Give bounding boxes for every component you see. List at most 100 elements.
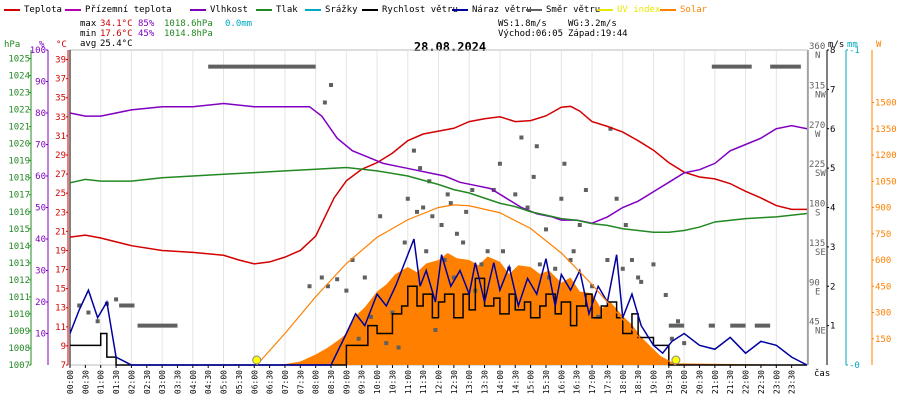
tick-label-time: 03:00 — [158, 370, 167, 394]
wind-direction-point — [307, 284, 312, 289]
tick-label-pct: 10 — [35, 330, 46, 340]
wind-direction-point — [445, 192, 450, 197]
stat-max-label: max — [80, 19, 97, 29]
tick-label-time: 14:30 — [511, 370, 520, 394]
tick-label-degc: 39 — [55, 56, 66, 66]
tick-label-time: 15:30 — [542, 370, 551, 394]
tick-label-time: 07:00 — [281, 370, 290, 394]
tick-label-pct: 20 — [35, 298, 46, 308]
stat-max-temp: 34.1°C — [100, 19, 133, 29]
tick-label-hpa: 1016 — [8, 208, 30, 218]
tick-label-dir-compass: SE — [815, 248, 826, 258]
wind-direction-point — [384, 341, 389, 346]
tick-label-dir-compass: S — [815, 209, 820, 219]
series-rychlost-v-tru — [70, 277, 807, 366]
wind-direction-point — [402, 240, 407, 245]
tick-label-dir-compass: W — [815, 130, 821, 140]
tick-label-time: 06:30 — [266, 370, 275, 394]
wind-direction-point — [605, 258, 610, 262]
wind-direction-point — [485, 249, 490, 254]
legend-label: Přízemní teplota — [85, 5, 172, 15]
stat-min-pressure: 1014.8hPa — [164, 29, 213, 39]
wind-direction-point — [368, 314, 373, 319]
tick-label-w: 900 — [875, 204, 891, 214]
legend-label: Náraz větru — [472, 5, 532, 15]
stat-avg-temp: 25.4°C — [100, 39, 133, 49]
wind-direction-point — [454, 231, 459, 236]
tick-label-hpa: 1017 — [8, 191, 30, 201]
wind-direction-point — [559, 196, 564, 201]
legend-item: Přízemní teplota — [65, 4, 172, 16]
tick-label-time: 21:30 — [726, 370, 735, 394]
legend-item: Směr větru — [526, 4, 600, 16]
tick-label-ms: 4 — [830, 204, 835, 214]
tick-label-ms: 6 — [830, 125, 835, 135]
wind-direction-point — [433, 328, 438, 332]
tick-label-w: 1350 — [875, 125, 897, 135]
tick-label-time: 20:30 — [696, 370, 705, 394]
tick-label-w: 1500 — [875, 99, 897, 109]
series-n-raz-v-tru — [69, 238, 808, 366]
tick-label-time: 15:00 — [527, 370, 536, 394]
tick-label-time: 10:00 — [373, 370, 382, 394]
tick-label-hpa: 1010 — [8, 310, 30, 320]
tick-label-dir-compass: E — [815, 287, 820, 297]
wind-direction-point — [396, 345, 401, 350]
tick-label-time: 21:00 — [711, 370, 720, 394]
tick-label-time: 08:30 — [327, 370, 336, 394]
wind-direction-point — [596, 314, 601, 319]
tick-label-w: 1050 — [875, 177, 897, 187]
tick-label-time: 20:00 — [680, 370, 689, 394]
wind-direction-point — [451, 275, 456, 280]
tick-label-w: 1200 — [875, 151, 897, 161]
tick-label-time: 05:30 — [235, 370, 244, 394]
wind-direction-point — [322, 100, 327, 105]
stat-sunset: Západ:19:44 — [568, 29, 628, 39]
wind-direction-point — [344, 288, 349, 293]
wind-direction-point — [405, 196, 410, 201]
tick-label-degc: 35 — [55, 94, 66, 104]
wind-direction-point — [534, 144, 539, 149]
wind-direction-point — [356, 336, 361, 341]
stat-wind-speed: WS:1.8m/s — [498, 19, 547, 29]
tick-label-w: 300 — [875, 309, 891, 319]
tick-label-time: 13:00 — [465, 370, 474, 394]
stat-precip: 0.0mm — [225, 19, 253, 29]
tick-label-degc: 37 — [55, 75, 66, 85]
tick-label-dir: 135 — [809, 239, 825, 249]
tick-label-time: 12:00 — [435, 370, 444, 394]
wind-direction-point — [663, 293, 668, 297]
legend-swatch — [256, 9, 272, 11]
tick-label-pct: 40 — [35, 235, 46, 245]
tick-label-pct: 80 — [35, 109, 46, 119]
legend-swatch — [452, 9, 468, 11]
wind-direction-point — [568, 258, 573, 262]
tick-label-hpa: 1019 — [8, 157, 30, 167]
legend-item: Náraz větru — [452, 4, 532, 16]
wind-direction-point — [669, 336, 674, 341]
legend-label: Tlak — [276, 5, 298, 15]
tick-label-degc: 15 — [55, 285, 66, 295]
tick-label-time: 10:30 — [388, 370, 397, 394]
series-tlak — [69, 166, 808, 233]
wind-direction-point — [543, 227, 548, 232]
tick-label-hpa: 1020 — [8, 140, 30, 150]
wind-direction-point — [95, 319, 100, 324]
wind-direction-point — [86, 310, 91, 315]
wind-direction-point — [470, 188, 475, 192]
unit-watt: W — [876, 40, 882, 50]
tick-label-time: 00:00 — [66, 370, 75, 394]
tick-label-hpa: 1012 — [8, 276, 30, 286]
tick-label-degc: 31 — [55, 132, 66, 142]
tick-label-hpa: 1007 — [8, 361, 30, 371]
wind-direction-point — [461, 240, 466, 245]
unit-mm: mm — [847, 40, 858, 50]
tick-label-dir: 90 — [809, 278, 820, 288]
tick-label-time: 03:30 — [173, 370, 182, 394]
legend-label: Teplota — [24, 5, 62, 15]
stat-avg-label: avg — [80, 39, 97, 49]
tick-label-time: 04:30 — [204, 370, 213, 394]
stat-min-temp: 17.6°C — [100, 29, 133, 39]
